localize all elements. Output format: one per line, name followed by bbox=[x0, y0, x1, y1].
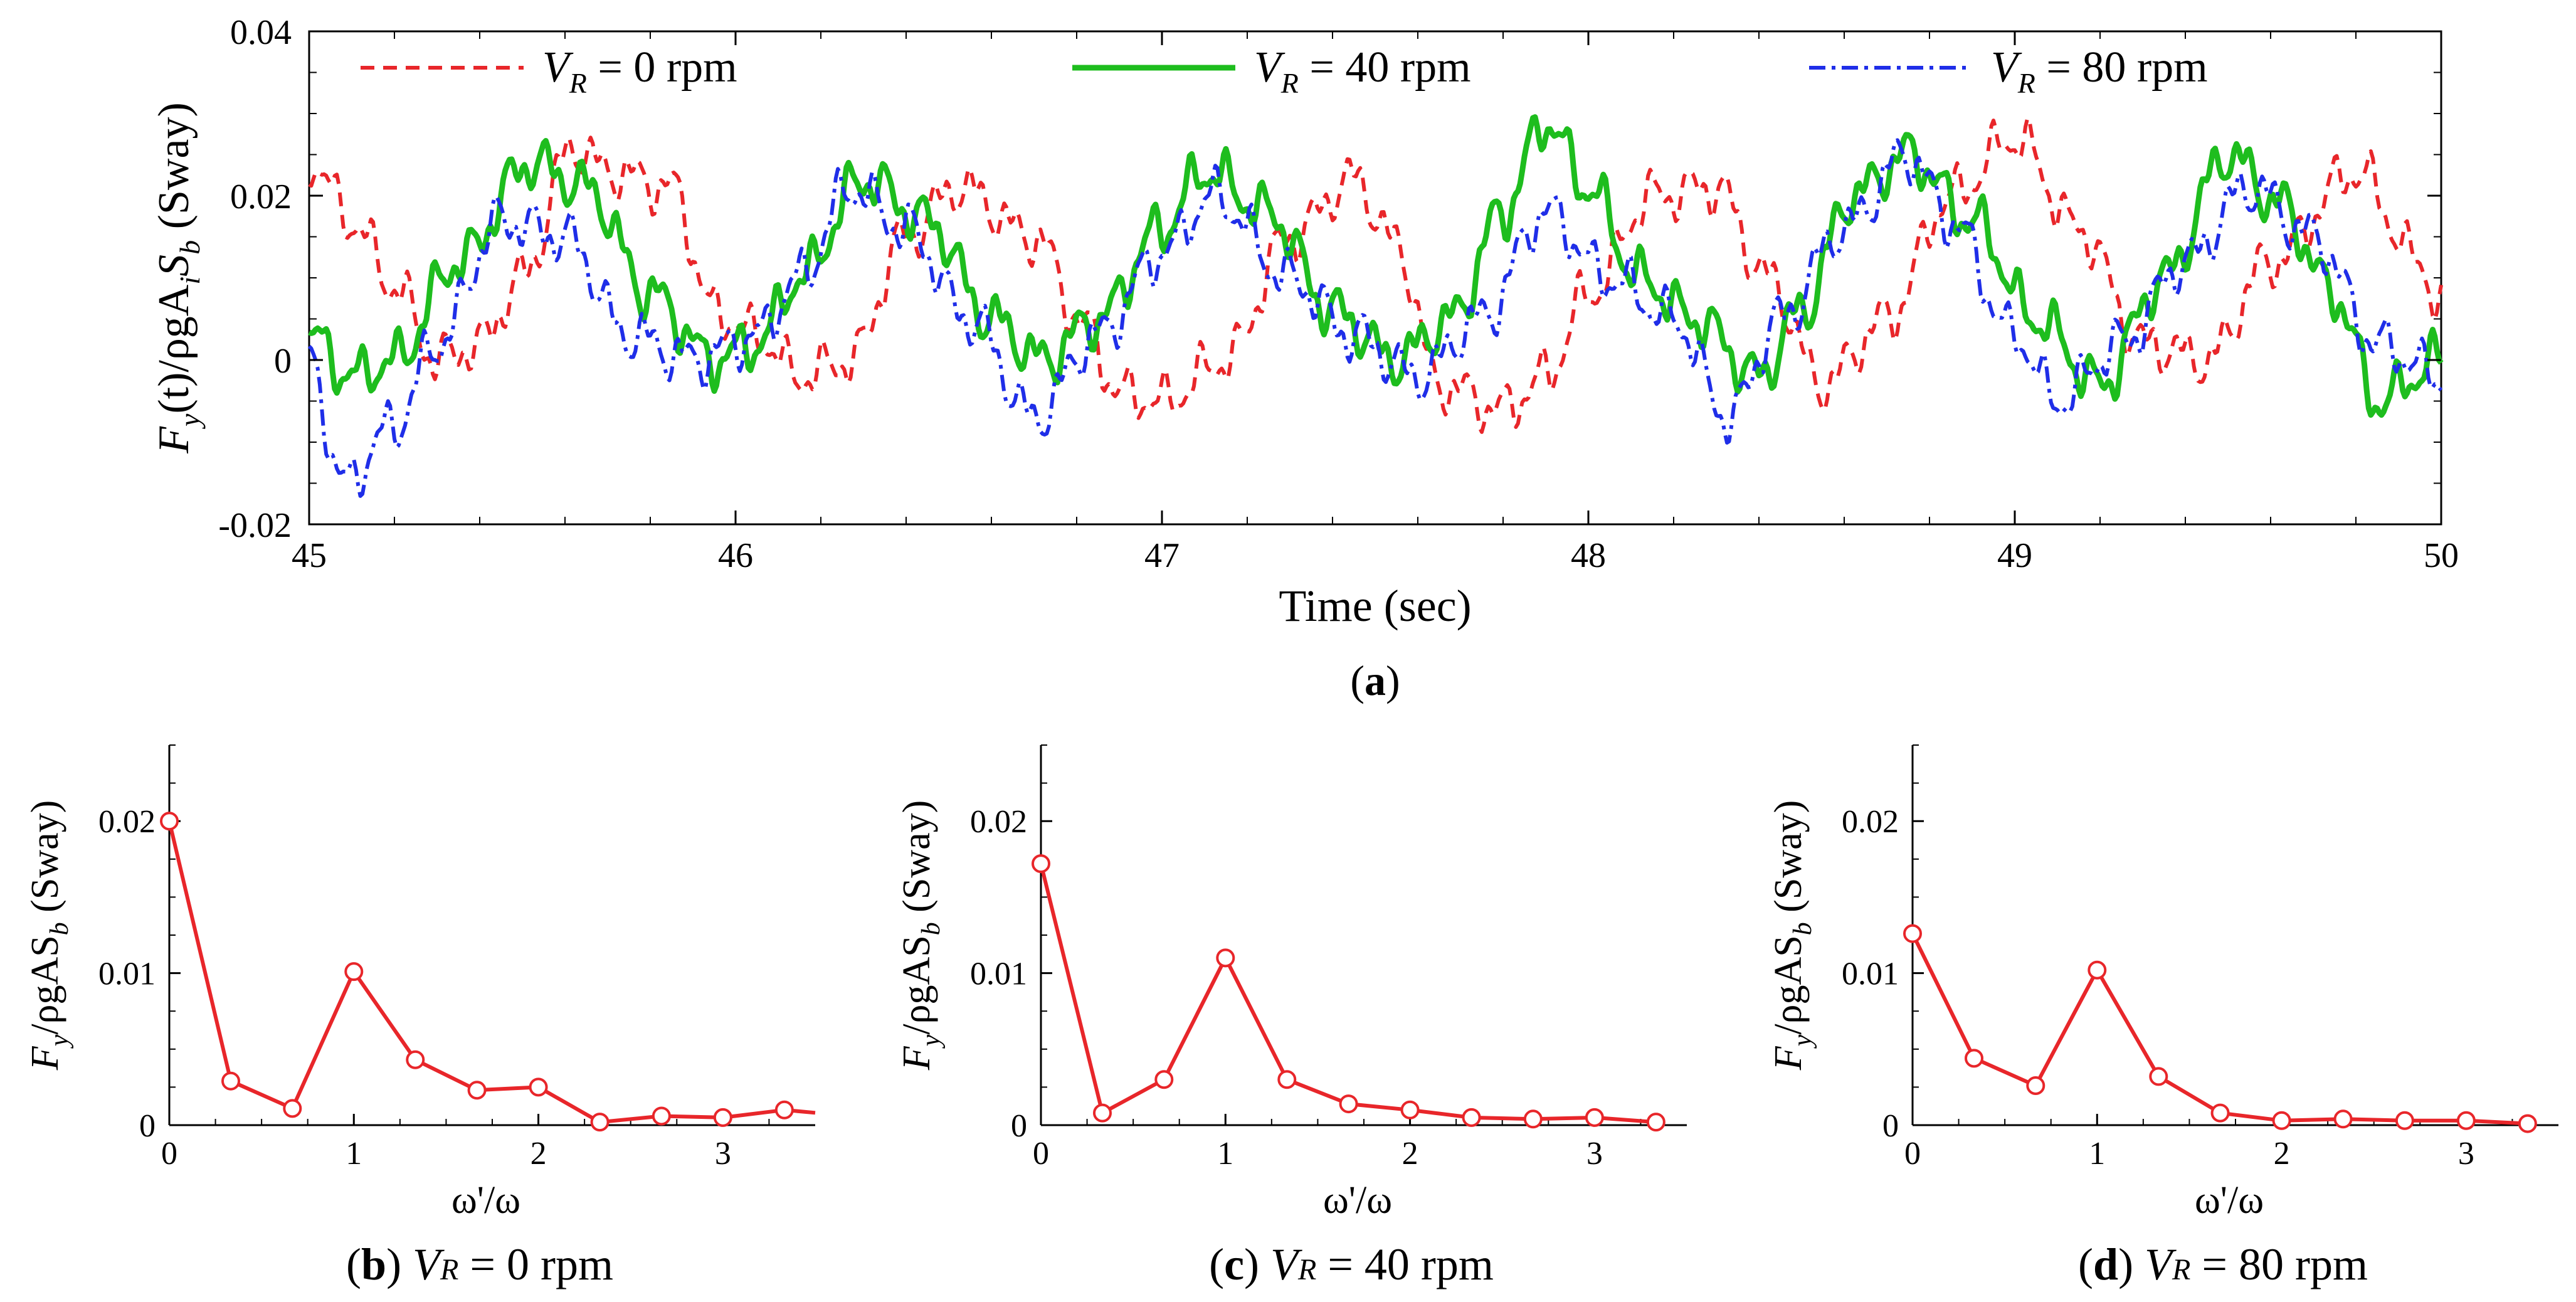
data-marker-d bbox=[2088, 960, 2107, 980]
data-marker-c bbox=[1154, 1070, 1174, 1089]
x-tick-label-a: 50 bbox=[2424, 536, 2459, 575]
x-axis-label-b: ω'/ω bbox=[451, 1179, 520, 1222]
y-tick-label-a: 0.02 bbox=[230, 177, 292, 216]
data-marker-b bbox=[774, 1100, 794, 1119]
y-tick-label-a: 0.04 bbox=[230, 13, 292, 52]
data-marker-d bbox=[1964, 1049, 1983, 1068]
y-tick-label-a: -0.02 bbox=[218, 506, 292, 545]
x-tick-label-d: 2 bbox=[2274, 1136, 2290, 1172]
data-marker-b bbox=[713, 1108, 732, 1127]
data-marker-c bbox=[1092, 1103, 1112, 1123]
x-tick-label-a: 48 bbox=[1571, 536, 1606, 575]
x-tick-label-a: 46 bbox=[718, 536, 753, 575]
x-tick-label-c: 1 bbox=[1217, 1136, 1233, 1172]
x-tick-label-a: 45 bbox=[292, 536, 327, 575]
x-tick-label-a: 49 bbox=[1997, 536, 2032, 575]
data-marker-c bbox=[1646, 1113, 1665, 1132]
data-marker-c bbox=[1400, 1100, 1420, 1119]
y-tick-label-d: 0.02 bbox=[1842, 804, 1899, 840]
plot-frame-a bbox=[308, 30, 2442, 526]
data-marker-d bbox=[2456, 1111, 2476, 1130]
x-tick-label-c: 2 bbox=[1402, 1136, 1418, 1172]
data-marker-d bbox=[1903, 924, 1922, 943]
y-tick-label-c: 0.01 bbox=[970, 956, 1027, 992]
data-marker-d bbox=[2210, 1103, 2230, 1123]
x-tick-label-c: 0 bbox=[1033, 1136, 1049, 1172]
data-marker-d bbox=[2026, 1076, 2045, 1095]
data-marker-b bbox=[406, 1050, 425, 1069]
series-line-c bbox=[1039, 863, 1657, 1125]
x-tick-label-c: 3 bbox=[1586, 1136, 1603, 1172]
data-marker-b bbox=[467, 1081, 487, 1100]
data-marker-c bbox=[1462, 1108, 1481, 1127]
data-marker-b bbox=[590, 1113, 610, 1132]
x-tick-label-d: 0 bbox=[1904, 1136, 1921, 1172]
y-tick-label-d: 0.01 bbox=[1842, 956, 1899, 992]
y-tick-label-b: 0 bbox=[139, 1108, 156, 1144]
y-tick-label-b: 0.02 bbox=[98, 804, 156, 840]
data-marker-d bbox=[2518, 1114, 2537, 1133]
y-axis-label-d: Fy/ρgASb (Sway) bbox=[1767, 800, 1817, 1071]
data-marker-b bbox=[283, 1099, 302, 1118]
x-tick-label-b: 1 bbox=[346, 1136, 362, 1172]
x-tick-label-d: 1 bbox=[2089, 1136, 2105, 1172]
data-marker-d bbox=[2333, 1109, 2353, 1129]
series-line-d bbox=[1911, 933, 2528, 1126]
panel-c: 0 1 2 3 0 0.01 0.02 ω'/ω Fy/ρgASb (Sway) (c) VR =… bbox=[895, 744, 1687, 1289]
series-line-vr-=-40-rpm bbox=[308, 114, 2444, 418]
x-tick-label-b: 0 bbox=[161, 1136, 177, 1172]
series-line-vr-=-80-rpm bbox=[307, 138, 2443, 498]
data-marker-b bbox=[221, 1071, 240, 1091]
y-axis-label-a: Fy(t)/ρgAiSb (Sway) bbox=[150, 102, 206, 454]
y-axis-label-c: Fy/ρgASb (Sway) bbox=[895, 800, 946, 1071]
y-tick-label-a: 0 bbox=[274, 342, 292, 381]
panel-a: 45 46 47 48 49 50 -0.02 0 0.02 0.04 Time (sec) Fy(t… bbox=[150, 13, 2459, 704]
legend-label-1: VR = 0 rpm bbox=[542, 43, 737, 99]
data-marker-b bbox=[344, 962, 364, 982]
data-marker-d bbox=[2272, 1111, 2291, 1130]
data-marker-c bbox=[1523, 1109, 1543, 1129]
panel-b: 0 1 2 3 0 0.01 0.02 ω'/ω Fy/ρgASb (Sway) (b) VR =… bbox=[24, 744, 816, 1289]
caption-d: (d) VR = 80 rpm bbox=[2078, 1239, 2368, 1289]
data-marker-c bbox=[1032, 854, 1050, 874]
series-line-b bbox=[167, 820, 816, 1125]
data-marker-c bbox=[1339, 1094, 1358, 1114]
y-axis-label-b: Fy/ρgASb (Sway) bbox=[24, 800, 74, 1071]
y-tick-label-d: 0 bbox=[1882, 1108, 1899, 1144]
data-marker-c bbox=[1585, 1108, 1604, 1127]
y-tick-label-c: 0.02 bbox=[970, 804, 1027, 840]
data-marker-c bbox=[1216, 948, 1235, 968]
x-tick-label-b: 3 bbox=[715, 1136, 731, 1172]
data-marker-b bbox=[529, 1077, 548, 1097]
series-line-vr-=-0-rpm bbox=[308, 115, 2443, 434]
x-tick-label-a: 47 bbox=[1144, 536, 1180, 575]
caption-c: (c) VR = 40 rpm bbox=[1209, 1239, 1494, 1289]
caption-a: (a) bbox=[1350, 657, 1400, 704]
data-marker-d bbox=[2395, 1111, 2414, 1130]
data-marker-b bbox=[160, 812, 179, 831]
legend-label-2: VR = 40 rpm bbox=[1254, 43, 1471, 99]
legend-label-3: VR = 80 rpm bbox=[1991, 43, 2208, 99]
x-tick-label-d: 3 bbox=[2458, 1136, 2474, 1172]
panel-d: 0 1 2 3 0 0.01 0.02 ω'/ω Fy/ρgASb (Sway) (d) VR =… bbox=[1767, 744, 2558, 1289]
x-tick-label-b: 2 bbox=[531, 1136, 547, 1172]
y-tick-label-b: 0.01 bbox=[98, 956, 156, 992]
x-axis-label-a: Time (sec) bbox=[1279, 581, 1471, 631]
x-axis-label-c: ω'/ω bbox=[1323, 1179, 1392, 1222]
data-marker-c bbox=[1277, 1070, 1297, 1089]
x-axis-label-d: ω'/ω bbox=[2195, 1179, 2264, 1222]
y-tick-label-c: 0 bbox=[1011, 1108, 1027, 1144]
data-marker-d bbox=[2149, 1067, 2168, 1086]
data-marker-b bbox=[652, 1106, 671, 1126]
caption-b: (b) VR = 0 rpm bbox=[346, 1239, 613, 1289]
